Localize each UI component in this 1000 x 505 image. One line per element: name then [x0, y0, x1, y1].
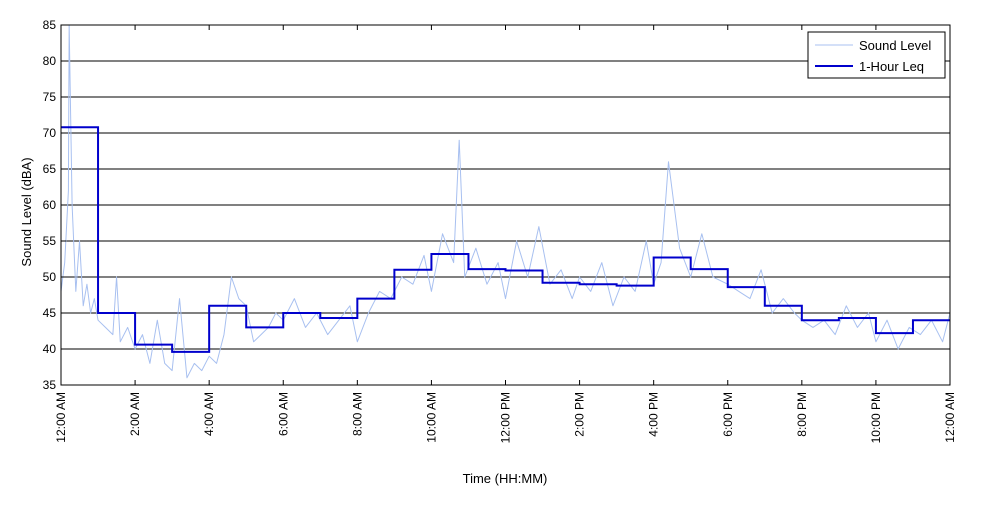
legend-label-sound-level: Sound Level — [859, 38, 931, 53]
x-tick-label: 12:00 AM — [54, 392, 68, 443]
x-tick-label: 8:00 AM — [350, 392, 364, 436]
x-tick-label: 2:00 AM — [128, 392, 142, 436]
legend-box — [807, 31, 946, 79]
y-tick-label: 55 — [43, 234, 57, 248]
x-tick-label: 12:00 PM — [499, 392, 513, 443]
x-axis-title: Time (HH:MM) — [463, 471, 548, 486]
series-line-1-hour-leq — [61, 126, 950, 353]
y-tick-label: 50 — [43, 270, 57, 284]
x-tick-label: 12:00 AM — [943, 392, 957, 443]
x-axis-ticks: 12:00 AM 2:00 AM 4:00 AM 6:00 AM 8:00 AM 10:0… — [54, 25, 957, 443]
y-tick-label: 65 — [43, 162, 57, 176]
x-tick-label: 4:00 PM — [647, 392, 661, 437]
legend: Sound Level 1-Hour Leq — [807, 31, 946, 79]
x-tick-label: 2:00 PM — [573, 392, 587, 437]
y-tick-label: 70 — [43, 126, 57, 140]
x-tick-label: 10:00 PM — [869, 392, 883, 443]
x-tick-label: 10:00 AM — [424, 392, 438, 443]
x-tick-label: 6:00 AM — [276, 392, 290, 436]
y-tick-label: 60 — [43, 198, 57, 212]
y-tick-label: 75 — [43, 90, 57, 104]
series-group — [60, 24, 951, 379]
series-line-sound-level — [60, 24, 951, 379]
x-tick-label: 6:00 PM — [721, 392, 735, 437]
x-tick-label: 4:00 AM — [202, 392, 216, 436]
gridlines — [61, 60, 950, 350]
y-axis-ticks: 35 40 45 50 55 60 65 70 75 80 85 — [43, 18, 950, 392]
y-axis-title: Sound Level (dBA) — [19, 157, 34, 266]
x-tick-label: 8:00 PM — [795, 392, 809, 437]
y-tick-label: 35 — [43, 378, 57, 392]
y-tick-label: 45 — [43, 306, 57, 320]
y-tick-label: 80 — [43, 54, 57, 68]
y-tick-label: 85 — [43, 18, 57, 32]
y-tick-label: 40 — [43, 342, 57, 356]
legend-label-1-hour-leq: 1-Hour Leq — [859, 59, 924, 74]
